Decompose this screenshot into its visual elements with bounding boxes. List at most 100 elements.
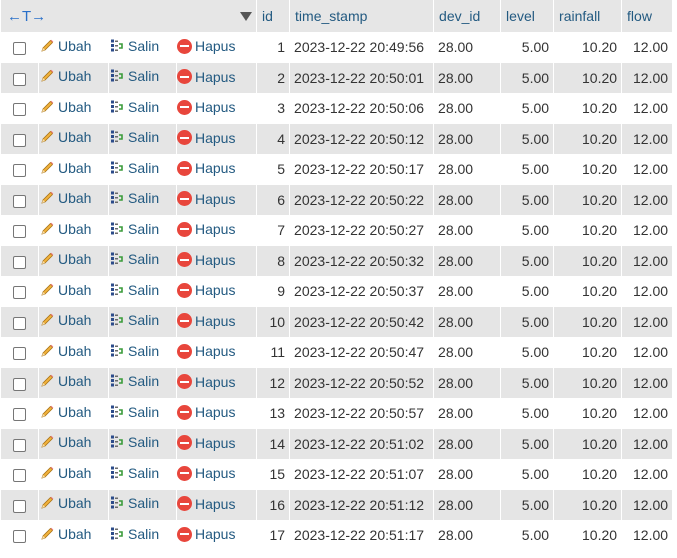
copy-button[interactable]: Salin	[109, 99, 159, 115]
edit-button[interactable]: Ubah	[39, 221, 91, 237]
row-checkbox[interactable]	[13, 469, 26, 483]
delete-button[interactable]: Hapus	[177, 191, 235, 207]
delete-button[interactable]: Hapus	[177, 38, 235, 54]
row-checkbox[interactable]	[13, 255, 26, 269]
copy-button[interactable]: Salin	[109, 434, 159, 450]
copy-button[interactable]: Salin	[109, 68, 159, 84]
cell-dev-id: 28.00	[433, 184, 501, 215]
edit-cell: Ubah	[38, 276, 108, 307]
edit-button[interactable]: Ubah	[39, 526, 91, 542]
edit-button[interactable]: Ubah	[39, 129, 91, 145]
row-select-cell	[0, 459, 38, 490]
delete-button[interactable]: Hapus	[177, 313, 235, 329]
edit-button[interactable]: Ubah	[39, 38, 91, 54]
delete-button[interactable]: Hapus	[177, 282, 235, 298]
copy-button[interactable]: Salin	[109, 221, 159, 237]
column-nav-arrows[interactable]: ←T→	[7, 7, 47, 25]
delete-button[interactable]: Hapus	[177, 465, 235, 481]
row-checkbox[interactable]	[13, 408, 26, 422]
row-checkbox[interactable]	[13, 530, 26, 544]
edit-button[interactable]: Ubah	[39, 343, 91, 359]
copy-icon	[111, 100, 123, 113]
delete-label: Hapus	[195, 526, 236, 542]
delete-button[interactable]: Hapus	[177, 526, 235, 542]
pencil-icon	[41, 191, 54, 204]
copy-button[interactable]: Salin	[109, 251, 159, 267]
pencil-icon	[41, 374, 54, 387]
delete-button[interactable]: Hapus	[177, 404, 235, 420]
table-row: Ubah Salin Hapus	[0, 398, 673, 429]
delete-label: Hapus	[195, 99, 236, 115]
row-select-cell	[0, 337, 38, 368]
pencil-icon	[41, 69, 54, 82]
copy-label: Salin	[128, 312, 160, 329]
copy-button[interactable]: Salin	[109, 373, 159, 389]
edit-button[interactable]: Ubah	[39, 312, 91, 328]
edit-cell: Ubah	[38, 428, 108, 459]
delete-button[interactable]: Hapus	[177, 374, 235, 390]
row-checkbox[interactable]	[13, 103, 26, 117]
delete-button[interactable]: Hapus	[177, 435, 235, 451]
copy-button[interactable]: Salin	[109, 343, 159, 359]
column-header-level[interactable]: level	[500, 0, 554, 32]
row-checkbox[interactable]	[13, 194, 26, 208]
edit-button[interactable]: Ubah	[39, 190, 91, 206]
table-row: Ubah Salin Hapus	[0, 276, 673, 307]
row-checkbox[interactable]	[13, 133, 26, 147]
copy-icon	[111, 313, 123, 326]
pencil-icon	[41, 405, 54, 418]
row-checkbox[interactable]	[13, 347, 26, 361]
copy-button[interactable]: Salin	[109, 404, 159, 420]
cell-level: 5.00	[500, 184, 554, 215]
edit-button[interactable]: Ubah	[39, 160, 91, 176]
copy-button[interactable]: Salin	[109, 38, 159, 54]
row-checkbox[interactable]	[13, 377, 26, 391]
copy-button[interactable]: Salin	[109, 282, 159, 298]
row-checkbox[interactable]	[13, 225, 26, 239]
column-header-id[interactable]: id	[256, 0, 290, 32]
edit-button[interactable]: Ubah	[39, 282, 91, 298]
edit-button[interactable]: Ubah	[39, 373, 91, 389]
row-checkbox[interactable]	[13, 42, 26, 56]
cell-flow: 12.00	[621, 123, 673, 154]
edit-button[interactable]: Ubah	[39, 465, 91, 481]
copy-button[interactable]: Salin	[109, 312, 159, 328]
delete-button[interactable]: Hapus	[177, 252, 235, 268]
delete-button[interactable]: Hapus	[177, 160, 235, 176]
edit-label: Ubah	[58, 220, 92, 237]
copy-button[interactable]: Salin	[109, 190, 159, 206]
row-checkbox[interactable]	[13, 499, 26, 513]
column-header-flow[interactable]: flow	[621, 0, 673, 32]
delete-button[interactable]: Hapus	[177, 343, 235, 359]
delete-button[interactable]: Hapus	[177, 496, 235, 512]
edit-button[interactable]: Ubah	[39, 251, 91, 267]
row-checkbox[interactable]	[13, 286, 26, 300]
edit-button[interactable]: Ubah	[39, 404, 91, 420]
copy-button[interactable]: Salin	[109, 495, 159, 511]
edit-button[interactable]: Ubah	[39, 495, 91, 511]
copy-icon	[111, 527, 123, 540]
delete-button[interactable]: Hapus	[177, 130, 235, 146]
sort-dropdown-icon[interactable]	[240, 12, 253, 21]
copy-button[interactable]: Salin	[109, 160, 159, 176]
pencil-icon	[41, 283, 54, 296]
cell-time-stamp: 2023-12-22 20:50:22	[289, 184, 434, 215]
delete-button[interactable]: Hapus	[177, 99, 235, 115]
row-checkbox[interactable]	[13, 164, 26, 178]
row-checkbox[interactable]	[13, 72, 26, 86]
edit-button[interactable]: Ubah	[39, 68, 91, 84]
row-checkbox[interactable]	[13, 438, 26, 452]
edit-button[interactable]: Ubah	[39, 434, 91, 450]
copy-button[interactable]: Salin	[109, 129, 159, 145]
delete-button[interactable]: Hapus	[177, 69, 235, 85]
copy-button[interactable]: Salin	[109, 465, 159, 481]
row-checkbox[interactable]	[13, 316, 26, 330]
cell-rainfall: 10.20	[553, 93, 622, 124]
edit-button[interactable]: Ubah	[39, 99, 91, 115]
delete-button[interactable]: Hapus	[177, 221, 235, 237]
column-header-time-stamp[interactable]: time_stamp	[289, 0, 434, 32]
column-header-rainfall[interactable]: rainfall	[553, 0, 622, 32]
copy-button[interactable]: Salin	[109, 526, 159, 542]
column-header-dev-id[interactable]: dev_id	[433, 0, 501, 32]
row-select-cell	[0, 367, 38, 398]
